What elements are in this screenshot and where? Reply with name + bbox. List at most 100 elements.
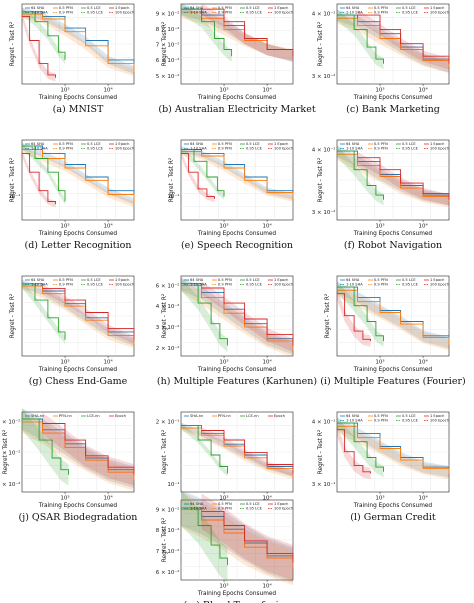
series-band — [181, 146, 293, 200]
y-tick-label: 7 × 10⁻² — [156, 42, 180, 49]
legend-label: 1-10 SHA — [190, 283, 207, 287]
panel-title: (c) Bank Marketing — [346, 104, 440, 115]
legend-label: 100 Epoch — [274, 507, 293, 511]
legend-label: 0.95 LCE — [402, 147, 419, 151]
legend-label: 0.95 LCE — [402, 11, 419, 15]
x-tick-label: 10⁴ — [103, 87, 113, 94]
series-band — [181, 491, 293, 586]
series-line — [201, 287, 294, 346]
legend-label: 100 Epoch — [274, 283, 293, 287]
series-line — [42, 287, 135, 340]
series-line — [357, 14, 450, 64]
y-axis-label: Regret - Test R² — [317, 430, 324, 475]
y-tick-label: 10⁻¹ — [167, 193, 179, 200]
legend-label: 0.5 PFN — [218, 6, 232, 10]
series-line — [337, 422, 384, 472]
series-band — [181, 3, 232, 62]
series-band — [181, 422, 228, 477]
legend-label: 0.95 LCE — [87, 11, 104, 15]
x-axis-label: Training Epochs Consumed — [353, 231, 433, 237]
series-line — [201, 430, 294, 474]
series-band — [337, 145, 384, 206]
series-line — [181, 149, 225, 197]
y-tick-label: 4 × 10⁻¹ — [312, 418, 336, 425]
series-band — [181, 278, 293, 357]
legend-label: 100 Epoch — [430, 147, 449, 151]
legend-label: 0.9 PFN — [374, 11, 388, 15]
y-tick-label: 8 × 10⁻² — [156, 527, 180, 534]
x-tick-label: 10³ — [219, 223, 228, 230]
legend-label: 0.5 LCE — [246, 278, 260, 282]
series-band — [22, 279, 134, 346]
x-tick-label: 10³ — [219, 87, 228, 94]
y-tick-label: 4 × 10⁻² — [156, 303, 180, 310]
legend-label: 0.9 PFN — [59, 283, 73, 287]
series-band — [22, 10, 134, 77]
legend-label: 0.5 PFN — [59, 6, 73, 10]
series-line — [22, 418, 69, 475]
legend-label: 0.95 LCE — [402, 283, 419, 287]
x-tick-label: 10⁴ — [418, 495, 428, 502]
legend-label: 0.95 LCE — [402, 419, 419, 423]
legend-label: 0.5 LCE — [246, 6, 260, 10]
legend-label: 0.5 LCE — [246, 142, 260, 146]
panel-2: 10³ 10⁴ 4 × 10⁻² 3 × 10⁻² Training Epochs Co… — [312, 3, 450, 115]
legend-label: 64 SHA — [346, 278, 360, 282]
legend-label: 1-10 SHA — [346, 11, 363, 15]
series-band — [181, 422, 293, 477]
legend-label: 100 Epoch — [274, 11, 293, 15]
x-tick-label: 10³ — [219, 495, 228, 502]
legend-label: 1-10 SHA — [190, 147, 207, 151]
x-tick-label: 10³ — [219, 359, 228, 366]
y-axis-label: Regret - Test R² — [317, 158, 324, 203]
legend-label: 0.9 PFN — [218, 11, 232, 15]
legend-label: 100 Epoch — [430, 11, 449, 15]
x-tick-label: 10⁴ — [262, 495, 272, 502]
legend-label: 1 Epoch — [430, 6, 444, 10]
legend-label: 0.95 LCE — [246, 507, 263, 511]
series-band — [181, 277, 228, 352]
series-line — [337, 425, 450, 474]
legend-label: 64 SHA — [31, 278, 45, 282]
panel-title: (a) MNIST — [53, 104, 104, 115]
panel-title: (d) Letter Recognition — [24, 240, 131, 251]
legend-label: 1-10 SHA — [31, 147, 48, 151]
y-tick-label: 3 × 10⁻² — [156, 324, 180, 331]
panel-title: (j) QSAR Biodegradation — [19, 512, 138, 523]
legend-label: 100 Epoch — [115, 147, 134, 151]
legend-label: 64 SHA — [31, 6, 45, 10]
y-axis-label: Regret - Test R² — [161, 430, 168, 475]
legend-label: 64 SHA — [31, 142, 45, 146]
series-band — [337, 420, 449, 480]
legend-label: 64 SHA — [346, 142, 360, 146]
y-axis-label: Regret - Test R² — [2, 430, 9, 475]
series-band — [22, 7, 65, 64]
series-line — [42, 423, 135, 475]
panel-4: 10³ 10⁴ 10⁻¹ Training Epochs Consumed Regret… — [167, 139, 294, 251]
legend-label: 64 SHA — [190, 278, 204, 282]
series-band — [22, 7, 134, 74]
y-tick-label: 6 × 10⁻² — [156, 569, 180, 576]
series-line — [337, 429, 371, 474]
legend-label: 0.5 LCE — [87, 142, 101, 146]
legend-label: 1 Epoch — [274, 6, 288, 10]
panel-title: (f) Robot Navigation — [344, 240, 442, 251]
x-tick-label: 10³ — [60, 87, 69, 94]
panel-7: 10³ 10⁴ 6 × 10⁻² 4 × 10⁻² 3 × 10⁻² 2 × 10⁻² Tr… — [156, 275, 317, 387]
legend-label: 100 Epoch — [430, 419, 449, 423]
legend-label: 1 Epoch — [115, 278, 129, 282]
series-band — [22, 146, 134, 208]
legend-label: 1-10 SHA — [190, 507, 207, 511]
y-tick-label: 10⁻¹ — [167, 481, 179, 488]
y-tick-label: 6 × 10⁻² — [156, 57, 180, 64]
y-axis-label: Regret - Test R² — [9, 294, 16, 339]
series-line — [181, 153, 215, 199]
series-line — [22, 145, 66, 202]
y-tick-label: 3 × 10⁻² — [312, 73, 336, 80]
series-band — [337, 281, 384, 347]
legend-label: 0.5 LCE — [402, 414, 416, 418]
y-axis-label: Regret - Test R² — [161, 518, 168, 563]
y-tick-label: 8 × 10⁻² — [156, 26, 180, 33]
